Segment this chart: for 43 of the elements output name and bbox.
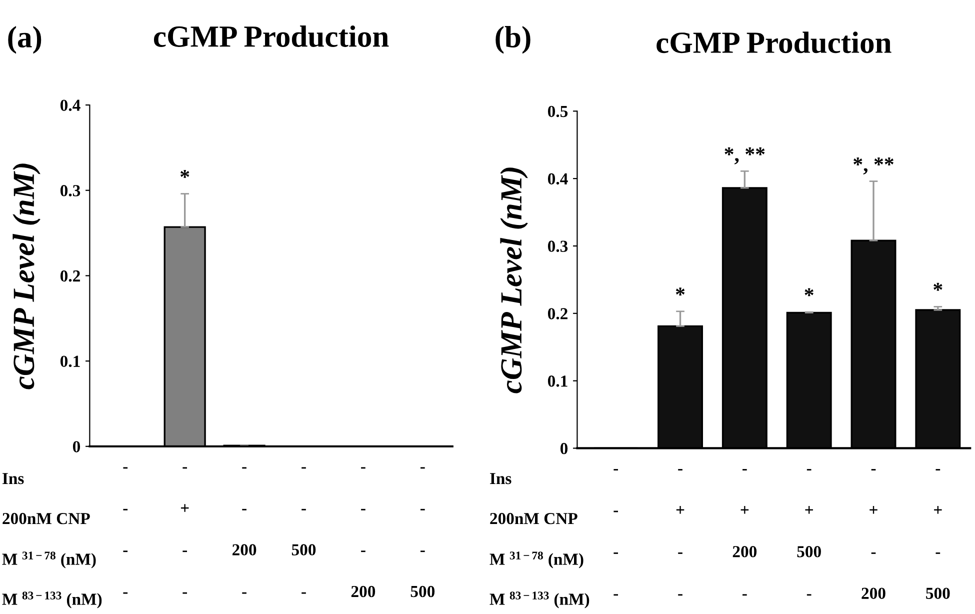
category-label: - + - - [180, 467, 189, 594]
y-tick-label: 0.2 [60, 270, 80, 282]
text: M $^{83−133}$ (nM) [490, 592, 590, 608]
y-axis-title: cGMP Level (nM) [500, 168, 528, 394]
y-tick-label: 0.4 [60, 100, 80, 112]
y-tick-label: 0 [72, 441, 80, 452]
y-tick-label: 0.2 [548, 308, 568, 320]
y-tick-label: 0.3 [60, 185, 80, 196]
text: Ins [490, 473, 512, 484]
text: M $^{31−78}$ (nM) [2, 552, 96, 568]
y-tick-label: 0.1 [548, 376, 568, 387]
text: 200nM CNP [490, 512, 578, 524]
category-label: - - 500 - [292, 467, 316, 594]
text: (b) [496, 26, 530, 54]
y-tick-label: 0 [560, 442, 568, 454]
data-label: * [180, 170, 190, 178]
chart-title: cGMP Production [154, 25, 389, 48]
category-label: - - - - [614, 469, 618, 596]
text: M $^{83−133}$ (nM) [2, 592, 102, 608]
category-label: - + - - [676, 469, 684, 596]
category-label: - + 200 - [732, 469, 757, 596]
y-tick-label: 0.3 [548, 240, 568, 252]
data-label: * [934, 282, 942, 291]
data-label: * [676, 288, 685, 296]
text: (a) [8, 26, 42, 54]
category-label: - + - 200 [862, 469, 886, 599]
text: M $^{31−78}$ (nM) [490, 552, 584, 568]
y-tick-label: 0.1 [60, 356, 80, 368]
y-tick-label: 0.5 [548, 106, 568, 118]
category-label: - + 500 - [797, 469, 821, 596]
text: Ins [2, 473, 24, 484]
data-label: *, ** [724, 147, 765, 164]
category-label: - - - 200 [351, 467, 376, 598]
category-label: - - 200 - [232, 467, 256, 594]
y-tick-label: 0.4 [548, 173, 568, 185]
y-axis-title: cGMP Level (nM) [12, 164, 40, 390]
text: 200nM CNP [2, 512, 90, 524]
data-label: * [804, 288, 814, 296]
chart-title: cGMP Production [656, 32, 892, 54]
category-label: - + - 500 [926, 469, 950, 599]
data-label: *, ** [854, 158, 894, 174]
category-label: - - - 500 [410, 467, 435, 598]
category-label: - - - - [123, 467, 128, 594]
